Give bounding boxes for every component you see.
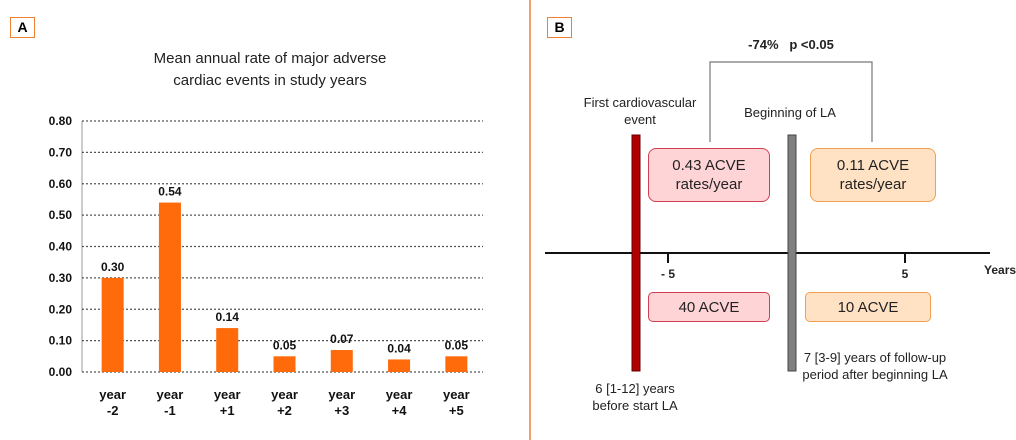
axis-tick-label: 5: [901, 267, 909, 281]
value-label: 0.04: [387, 341, 411, 355]
panel-label: B: [547, 17, 572, 38]
rate-box: 0.11 ACVE rates/year: [810, 148, 936, 202]
count-box: 40 ACVE: [648, 292, 770, 322]
bar: [158, 202, 181, 372]
y-tick-label: 0.30: [49, 271, 73, 285]
la-start-marker: [787, 134, 797, 372]
bar: [445, 356, 468, 372]
y-tick-label: 0.70: [49, 145, 73, 159]
chart-title: Mean annual rate of major adverse cardia…: [153, 50, 387, 89]
value-label: 0.14: [216, 310, 240, 324]
bar: [388, 359, 411, 372]
y-tick-label: 0.00: [49, 365, 73, 379]
y-tick-label: 0.10: [49, 334, 73, 348]
x-tick-label: year -1: [156, 387, 184, 418]
bar: [101, 277, 124, 372]
period-label: 7 [3-9] years of follow-up period after …: [802, 350, 948, 382]
axis-label: Years: [984, 263, 1016, 277]
event-label: Beginning of LA: [744, 105, 836, 120]
value-label: 0.30: [101, 260, 125, 274]
panel-label: A: [10, 17, 35, 38]
comparison-bracket: [709, 61, 873, 142]
first-event-marker: [631, 134, 641, 372]
comparison-label: -74% p <0.05: [748, 37, 834, 52]
x-tick-label: year +2: [271, 387, 298, 418]
bar: [273, 356, 296, 372]
value-label: 0.54: [158, 185, 182, 199]
count-box: 10 ACVE: [805, 292, 931, 322]
y-tick-label: 0.50: [49, 208, 73, 222]
y-tick-label: 0.20: [49, 302, 73, 316]
bar: [216, 328, 239, 372]
value-label: 0.05: [445, 338, 469, 352]
y-tick-label: 0.60: [49, 177, 73, 191]
period-label: 6 [1-12] years before start LA: [592, 381, 678, 413]
value-label: 0.07: [330, 332, 354, 346]
value-label: 0.05: [273, 338, 297, 352]
x-tick-label: year -2: [99, 387, 127, 418]
event-label: First cardiovascular event: [583, 95, 697, 127]
x-tick-label: year +5: [442, 387, 470, 418]
x-tick-label: year +1: [213, 387, 241, 418]
x-tick-label: year +4: [385, 387, 413, 418]
rate-box: 0.43 ACVE rates/year: [648, 148, 770, 202]
y-tick-label: 0.80: [49, 114, 73, 128]
y-tick-label: 0.40: [49, 240, 73, 254]
axis-tick-label: - 5: [660, 267, 675, 281]
x-tick-label: year +3: [328, 387, 356, 418]
bar: [330, 350, 353, 372]
